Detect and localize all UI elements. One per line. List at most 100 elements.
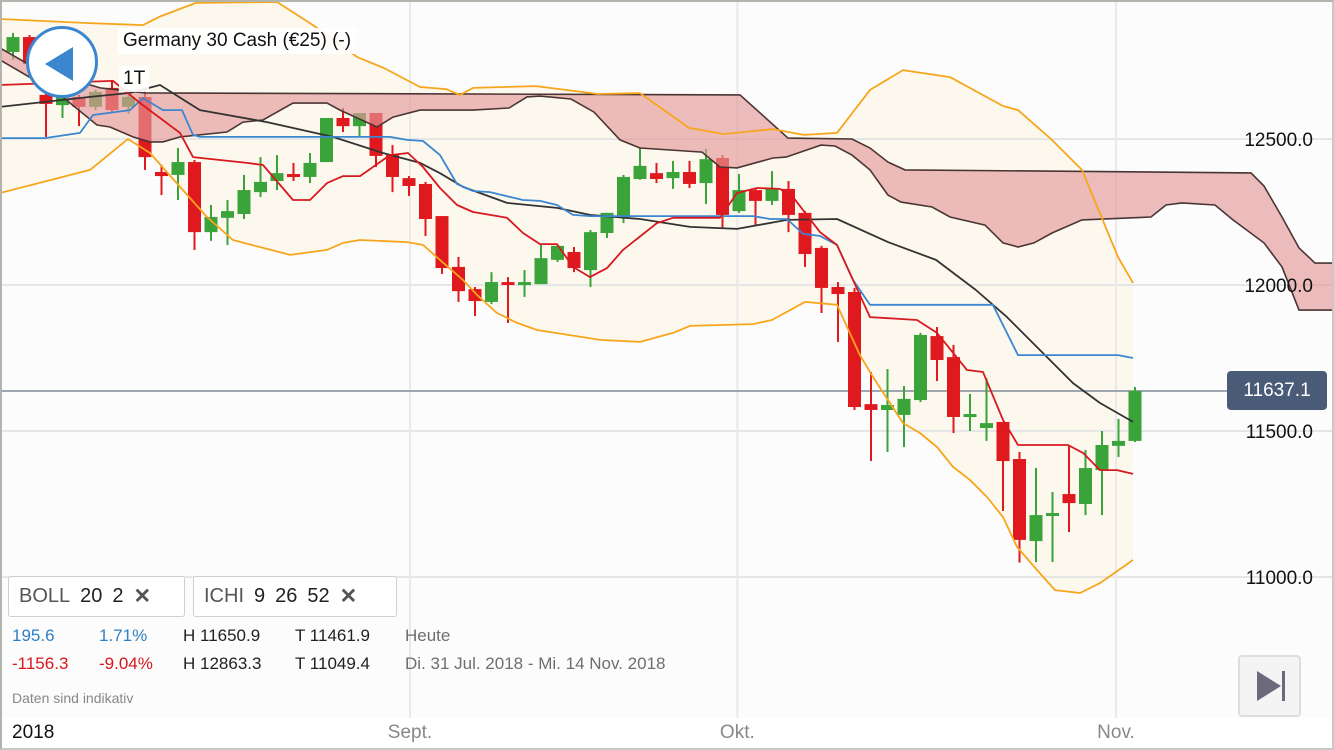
candle-body xyxy=(947,357,960,417)
candle-body xyxy=(320,117,333,163)
candle-down xyxy=(386,145,399,193)
candle-body xyxy=(980,423,993,429)
timeframe-selector[interactable]: 1T xyxy=(119,66,150,92)
skip-end-icon xyxy=(1257,671,1281,701)
candle-up xyxy=(963,393,977,431)
candle-down xyxy=(402,176,416,196)
y-axis-labels: 12500.0 12000.0 11500.0 11000.0 xyxy=(1244,130,1313,589)
candle-body xyxy=(864,404,878,410)
bollinger-lower-line xyxy=(0,138,1134,594)
candle-up xyxy=(534,244,548,285)
candle-down xyxy=(468,287,482,316)
period-change: -1156.3 xyxy=(12,654,69,673)
candle-up xyxy=(897,386,911,448)
candle-up xyxy=(666,160,680,189)
x-axis xyxy=(0,718,1334,750)
instrument-title: Germany 30 Cash (€25) (-) xyxy=(118,28,357,54)
candle-up xyxy=(270,155,284,191)
candle-up xyxy=(1095,430,1109,516)
indicator-chip-boll[interactable]: BOLL 20 2 ✕ xyxy=(8,576,185,617)
candle-body xyxy=(666,171,680,179)
senkou-span-b-line xyxy=(0,59,1334,311)
candle-body xyxy=(485,282,498,302)
close-icon[interactable]: ✕ xyxy=(133,585,152,608)
indicator-name: ICHI xyxy=(204,585,244,607)
bollinger-upper-line xyxy=(0,1,1134,284)
indicator-chip-ichi[interactable]: ICHI 9 26 52 ✕ xyxy=(193,576,397,617)
candle-up xyxy=(485,272,498,304)
candle-body xyxy=(468,289,482,302)
candle-body xyxy=(402,178,416,187)
candle-body xyxy=(204,216,218,233)
candle-body xyxy=(237,190,251,215)
candle-up xyxy=(303,153,317,184)
candle-down xyxy=(39,89,53,137)
jump-to-latest-button[interactable] xyxy=(1238,655,1301,717)
candle-body xyxy=(782,188,795,215)
candle-down xyxy=(947,344,960,434)
candle-body xyxy=(848,291,861,408)
indicator-param: 9 xyxy=(254,585,266,607)
close-icon[interactable]: ✕ xyxy=(339,585,358,608)
x-axis-label-nov: Nov. xyxy=(1097,722,1135,743)
candle-down xyxy=(435,216,449,274)
period-high: H 12863.3 xyxy=(183,654,262,673)
indicator-lines xyxy=(0,1,1134,594)
candle-body xyxy=(749,190,762,201)
candle-body xyxy=(765,188,779,201)
candle-down xyxy=(188,160,201,250)
candle-down xyxy=(749,188,762,226)
candle-body xyxy=(419,183,432,219)
candle-body xyxy=(435,216,449,269)
indicator-param: 26 xyxy=(275,585,298,607)
candle-body xyxy=(518,282,531,286)
candle-up xyxy=(518,270,531,297)
candle-down xyxy=(848,287,861,410)
candle-up xyxy=(699,148,713,205)
candle-down xyxy=(1062,445,1076,533)
candle-body xyxy=(831,287,845,295)
indicator-param: 2 xyxy=(112,585,124,607)
candle-body xyxy=(1013,459,1026,540)
candle-up xyxy=(254,157,267,198)
candle-body xyxy=(221,211,234,218)
x-axis-label-okt: Okt. xyxy=(719,722,755,743)
candle-body xyxy=(1079,468,1092,504)
period-range-label: Di. 31 Jul. 2018 - Mi. 14 Nov. 2018 xyxy=(405,654,666,673)
tenkan-sen-line xyxy=(0,80,1134,475)
candle-down xyxy=(1013,452,1026,563)
disclaimer: Daten sind indikativ xyxy=(12,690,134,706)
candle-up xyxy=(980,378,993,441)
today-high: H 11650.9 xyxy=(183,626,261,645)
candle-body xyxy=(699,159,713,184)
candle-body xyxy=(551,245,564,260)
candle-down xyxy=(419,181,432,236)
indicator-param: 52 xyxy=(307,585,330,607)
candle-down xyxy=(930,327,944,382)
candle-down xyxy=(650,162,663,184)
candle-body xyxy=(716,157,729,215)
candle-up xyxy=(617,174,630,224)
candle-body xyxy=(567,251,581,269)
today-change-pct: 1.71% xyxy=(99,626,148,645)
candle-down xyxy=(864,372,878,462)
x-axis-label-sept: Sept. xyxy=(387,722,433,743)
candle-body xyxy=(815,247,828,288)
candle-body xyxy=(633,165,647,179)
candle-down xyxy=(155,164,168,196)
back-button[interactable] xyxy=(26,26,98,98)
candle-down xyxy=(287,162,300,182)
cloud-fill xyxy=(0,47,1334,311)
candle-up xyxy=(237,174,251,219)
candle-body xyxy=(1112,440,1125,446)
candle-up xyxy=(551,244,564,262)
candle-body xyxy=(1128,390,1142,441)
candle-body xyxy=(881,404,894,410)
back-arrow-icon xyxy=(45,47,73,81)
candle-up xyxy=(1079,449,1092,516)
candle-up xyxy=(1112,419,1125,457)
candle-body xyxy=(155,171,168,177)
y-axis-tick-label: 12500.0 xyxy=(1244,130,1313,151)
candle-up xyxy=(1029,468,1043,563)
